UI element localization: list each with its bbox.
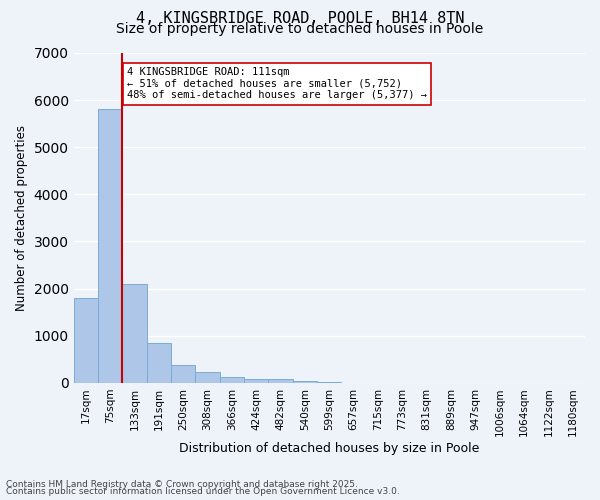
- Text: 4, KINGSBRIDGE ROAD, POOLE, BH14 8TN: 4, KINGSBRIDGE ROAD, POOLE, BH14 8TN: [136, 11, 464, 26]
- Text: Contains HM Land Registry data © Crown copyright and database right 2025.: Contains HM Land Registry data © Crown c…: [6, 480, 358, 489]
- Bar: [293, 382, 317, 383]
- Bar: [244, 378, 268, 383]
- Bar: [98, 108, 122, 383]
- Bar: [74, 298, 98, 383]
- Bar: [268, 378, 293, 383]
- Text: Size of property relative to detached houses in Poole: Size of property relative to detached ho…: [116, 22, 484, 36]
- Bar: [220, 377, 244, 383]
- X-axis label: Distribution of detached houses by size in Poole: Distribution of detached houses by size …: [179, 442, 479, 455]
- Bar: [196, 372, 220, 383]
- Text: Contains public sector information licensed under the Open Government Licence v3: Contains public sector information licen…: [6, 487, 400, 496]
- Bar: [171, 366, 196, 383]
- Bar: [122, 284, 146, 383]
- Bar: [146, 344, 171, 383]
- Y-axis label: Number of detached properties: Number of detached properties: [15, 125, 28, 311]
- Text: 4 KINGSBRIDGE ROAD: 111sqm
← 51% of detached houses are smaller (5,752)
48% of s: 4 KINGSBRIDGE ROAD: 111sqm ← 51% of deta…: [127, 67, 427, 100]
